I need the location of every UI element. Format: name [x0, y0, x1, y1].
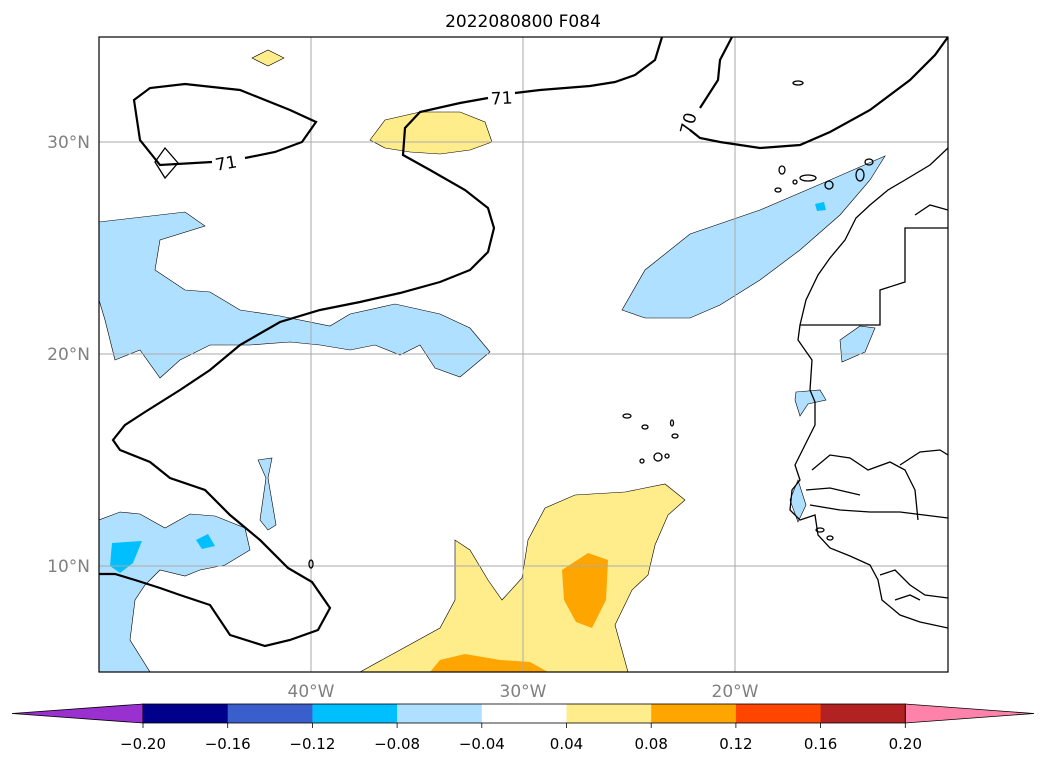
lon-label: 30°W [500, 682, 547, 702]
colorbar-tick-label: −0.08 [374, 735, 420, 753]
colorbar-tick-label: −0.04 [459, 735, 505, 753]
anomaly-region-blue [621, 155, 886, 319]
anomaly-region-blue [257, 457, 277, 531]
anomaly-region-yellow [251, 49, 285, 67]
lon-label: 40°W [288, 682, 335, 702]
colorbar-segment [397, 704, 483, 723]
anomaly-region-blue [839, 325, 876, 363]
lat-label: 20°N [47, 345, 90, 365]
colorbar-segment [566, 704, 652, 723]
lat-label: 10°N [47, 557, 90, 577]
contour-label: 71 [214, 152, 239, 175]
colorbar-tick-label: 0.16 [804, 735, 837, 753]
lat-label: 30°N [47, 133, 90, 153]
colorbar-segment [143, 704, 229, 723]
contour-label: 71 [490, 88, 513, 109]
colorbar-tick-label: 0.20 [889, 735, 922, 753]
anomaly-region-orange [430, 654, 548, 672]
anomaly-region-blue [99, 211, 491, 379]
colorbar-tick-label: 0.12 [719, 735, 752, 753]
colorbar-tick-label: 0.04 [550, 735, 583, 753]
colorbar-segment [820, 704, 906, 723]
anomaly-region-blue [794, 389, 827, 417]
colorbar-segment [481, 704, 567, 723]
anomaly-region-deep-blue [196, 534, 215, 549]
colorbar-tick-label: 0.08 [634, 735, 667, 753]
colorbar: −0.20 −0.16 −0.12 −0.08 −0.04 0.04 0.08 0.12 0.1… [11, 703, 1035, 753]
colorbar-segment [312, 704, 398, 723]
colorbar-segment [651, 704, 737, 723]
colorbar-extend-low [11, 703, 144, 724]
anomaly-region-orange [562, 553, 608, 628]
anomaly-region-deep-blue [815, 202, 826, 211]
map-frame [98, 36, 949, 673]
colorbar-tick-label: −0.20 [120, 735, 166, 753]
lon-label: 20°W [712, 682, 759, 702]
colorbar-outline [142, 703, 906, 724]
colorbar-extend-high [904, 703, 1035, 724]
colorbar-segment [227, 704, 313, 723]
colorbar-segment [735, 704, 822, 723]
coastlines [154, 80, 948, 629]
colorbar-tick-label: −0.16 [205, 735, 251, 753]
figure-title: 2022080800 F084 [445, 12, 601, 32]
colorbar-tick-label: −0.12 [289, 735, 335, 753]
anomaly-region-deep-blue [110, 541, 142, 573]
contour-lines [99, 37, 948, 648]
map-gridlines [99, 37, 948, 672]
